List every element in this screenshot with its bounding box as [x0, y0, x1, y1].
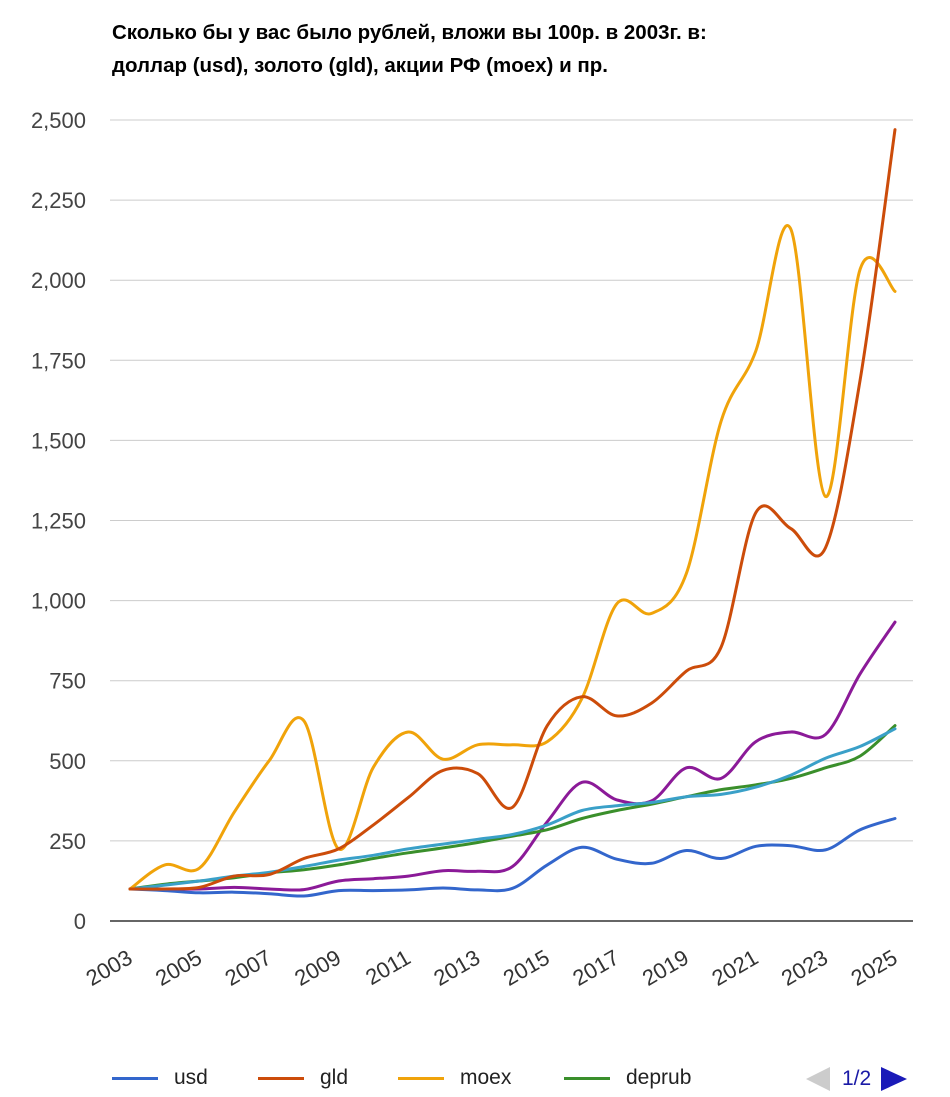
y-tick-label: 1,250	[31, 509, 86, 534]
x-axis-ticks: 2003 2005 2007 2009 2011 2013 2015 2017 2019 2021…	[82, 945, 902, 991]
y-tick-label: 1,750	[31, 348, 86, 373]
y-tick-label: 250	[49, 829, 86, 854]
legend-swatch-usd	[112, 1076, 158, 1080]
y-tick-label: 0	[74, 909, 86, 934]
x-tick-label: 2017	[568, 945, 623, 991]
y-tick-label: 1,000	[31, 589, 86, 614]
legend-label-deprub: deprub	[626, 1066, 692, 1089]
x-tick-label: 2025	[847, 945, 902, 991]
legend-item-moex[interactable]: moex	[398, 1060, 511, 1096]
series-line-usd[interactable]	[128, 817, 897, 898]
legend-item-usd[interactable]: usd	[112, 1060, 208, 1096]
x-tick-label: 2015	[499, 945, 554, 991]
x-tick-label: 2013	[429, 945, 484, 991]
legend-label-moex: moex	[460, 1066, 512, 1089]
x-tick-label: 2023	[777, 945, 832, 991]
chart-title-line-2: доллар (usd), золото (gld), акции РФ (mo…	[112, 54, 608, 77]
y-tick-label: 1,500	[31, 428, 86, 453]
chart-title: Сколько бы у вас было рублей, вложи вы 1…	[112, 16, 912, 82]
prev-page-arrow-icon[interactable]	[806, 1067, 830, 1091]
series-line-unnamed-4[interactable]	[128, 620, 897, 892]
legend-swatch-deprub	[564, 1076, 610, 1080]
legend-item-gld[interactable]: gld	[258, 1060, 348, 1096]
legend-label-gld: gld	[320, 1066, 349, 1089]
y-tick-label: 2,250	[31, 188, 86, 213]
x-tick-label: 2005	[151, 945, 206, 991]
line-chart: 0 250 500 750 1,000 1,250 1,500 1,750 2,000 2,250…	[31, 108, 913, 991]
series-line-unnamed-5[interactable]	[128, 727, 897, 891]
y-tick-label: 750	[49, 669, 86, 694]
x-tick-label: 2011	[361, 945, 414, 990]
x-tick-label: 2021	[708, 945, 763, 991]
series-line-gld[interactable]	[128, 128, 897, 891]
next-page-arrow-icon[interactable]	[881, 1067, 908, 1091]
x-tick-label: 2019	[638, 945, 693, 991]
legend-page-indicator: 1/2	[842, 1067, 872, 1090]
y-tick-label: 500	[49, 749, 86, 774]
y-tick-label: 2,000	[31, 268, 86, 293]
y-axis-ticks: 0 250 500 750 1,000 1,250 1,500 1,750 2,000 2,250…	[31, 108, 86, 934]
x-tick-label: 2003	[82, 945, 137, 991]
legend-swatch-gld	[258, 1076, 304, 1080]
gridlines	[110, 119, 913, 922]
y-tick-label: 2,500	[31, 108, 86, 133]
legend-item-deprub[interactable]: deprub	[564, 1060, 691, 1096]
legend-swatch-moex	[398, 1076, 444, 1080]
x-tick-label: 2009	[290, 945, 345, 991]
legend-pager: 1/2	[806, 1064, 908, 1094]
series-line-moex[interactable]	[128, 224, 897, 891]
legend: usd gld moex deprub	[0, 1060, 950, 1096]
legend-label-usd: usd	[174, 1066, 208, 1089]
series-lines	[128, 128, 897, 898]
x-tick-label: 2007	[221, 945, 276, 991]
chart-title-line-1: Сколько бы у вас было рублей, вложи вы 1…	[112, 21, 707, 44]
